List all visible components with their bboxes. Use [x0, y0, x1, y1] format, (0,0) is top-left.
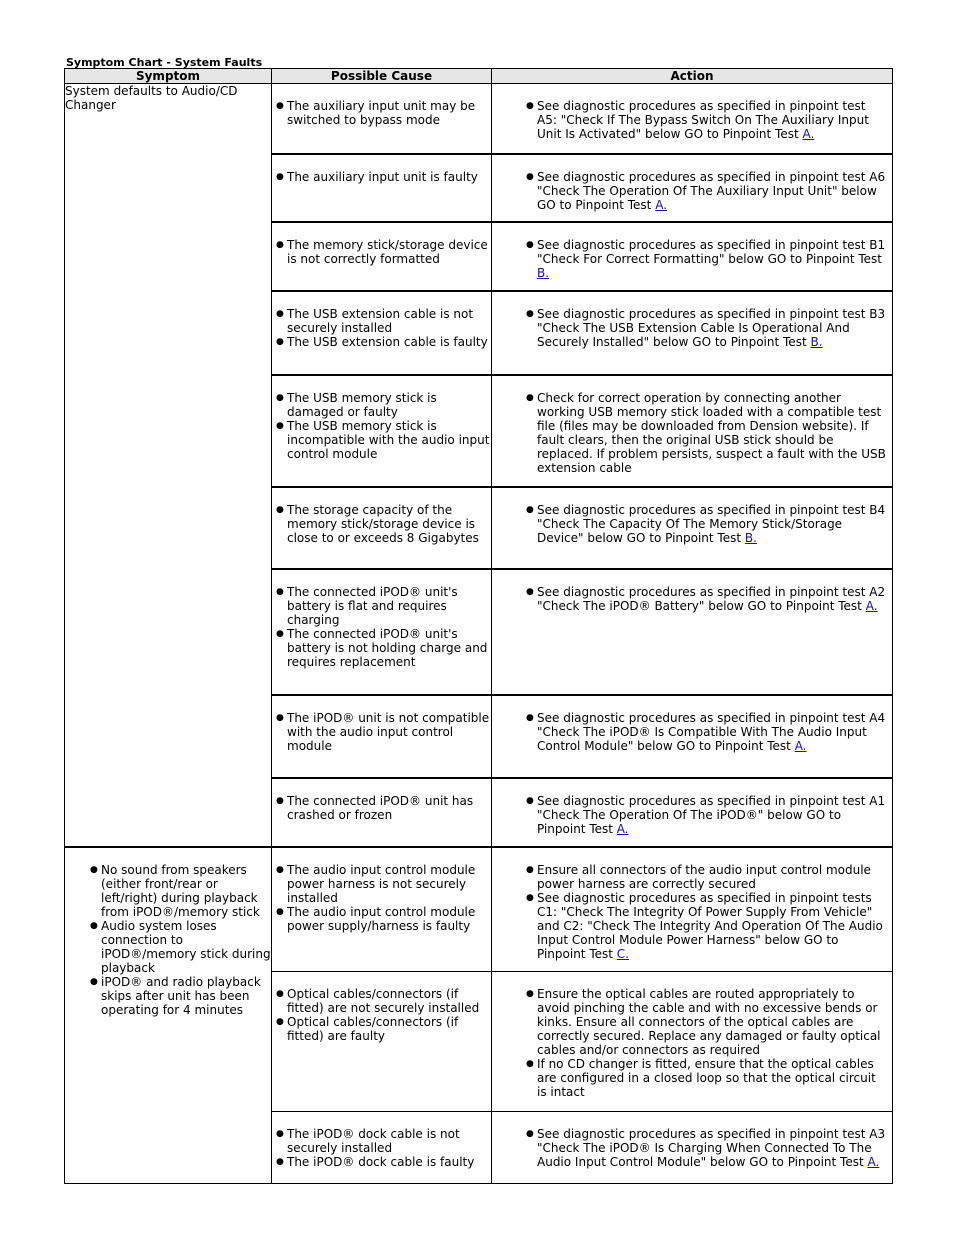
- header-action: Action: [491, 68, 893, 84]
- table-row: The connected iPOD® unit has crashed or …: [65, 777, 893, 848]
- action-item: See diagnostic procedures as specified i…: [523, 711, 888, 753]
- action-cell: See diagnostic procedures as specified i…: [491, 568, 893, 696]
- action-item: Ensure the optical cables are routed app…: [523, 987, 888, 1057]
- table-row: Optical cables/connectors (if fitted) ar…: [65, 971, 893, 1112]
- cause-item: The connected iPOD® unit has crashed or …: [273, 794, 491, 822]
- cause-item: The auxiliary input unit is faulty: [273, 170, 491, 184]
- table-row: The iPOD® unit is not compatible with th…: [65, 694, 893, 779]
- pinpoint-test-link[interactable]: A.: [802, 127, 815, 141]
- action-item: See diagnostic procedures as specified i…: [523, 891, 888, 961]
- cause-cell: The storage capacity of the memory stick…: [271, 486, 492, 570]
- action-cell: See diagnostic procedures as specified i…: [491, 221, 893, 292]
- action-item: See diagnostic procedures as specified i…: [523, 238, 888, 280]
- cause-item: The iPOD® dock cable is faulty: [273, 1155, 491, 1169]
- cause-cell: The iPOD® unit is not compatible with th…: [271, 694, 492, 779]
- header-possible-cause: Possible Cause: [271, 68, 492, 84]
- action-cell: See diagnostic procedures as specified i…: [491, 486, 893, 570]
- cause-cell: The connected iPOD® unit has crashed or …: [271, 777, 492, 848]
- cause-item: The iPOD® unit is not compatible with th…: [273, 711, 491, 753]
- action-cell: See diagnostic procedures as specified i…: [491, 1111, 893, 1184]
- action-item: See diagnostic procedures as specified i…: [523, 585, 888, 613]
- table-row: The storage capacity of the memory stick…: [65, 486, 893, 570]
- pinpoint-test-link[interactable]: A.: [655, 197, 668, 212]
- table-row: No sound from speakers (either front/rea…: [64, 846, 893, 1184]
- table-row: The iPOD® dock cable is not securely ins…: [65, 1111, 893, 1184]
- action-item: See diagnostic procedures as specified i…: [523, 170, 888, 212]
- action-cell: Ensure the optical cables are routed app…: [491, 971, 893, 1112]
- cause-cell: The memory stick/storage device is not c…: [271, 221, 492, 292]
- table-row: The connected iPOD® unit's battery is fl…: [65, 568, 893, 696]
- pinpoint-test-link[interactable]: B.: [810, 334, 823, 349]
- action-cell: See diagnostic procedures as specified i…: [491, 153, 893, 223]
- cause-item: The connected iPOD® unit's battery is fl…: [273, 585, 491, 627]
- pinpoint-test-link[interactable]: A.: [865, 598, 878, 613]
- cause-item: The auxiliary input unit may be switched…: [273, 99, 491, 127]
- action-cell: Ensure all connectors of the audio input…: [491, 846, 893, 972]
- pinpoint-test-link[interactable]: C.: [616, 946, 629, 961]
- cause-cell: The connected iPOD® unit's battery is fl…: [271, 568, 492, 696]
- cause-item: The audio input control module power sup…: [273, 905, 491, 933]
- cause-item: Optical cables/connectors (if fitted) ar…: [273, 987, 491, 1015]
- table-row: System defaults to Audio/CD Changer The …: [64, 83, 893, 848]
- header-symptom: Symptom: [64, 68, 272, 84]
- action-cell: See diagnostic procedures as specified i…: [491, 777, 893, 848]
- cause-item: The storage capacity of the memory stick…: [273, 503, 491, 545]
- cause-item: The USB memory stick is damaged or fault…: [273, 391, 491, 419]
- pinpoint-test-link[interactable]: A.: [616, 821, 629, 836]
- symptom-chart-table: Symptom Possible Cause Action System def…: [64, 68, 893, 1184]
- table-header-row: Symptom Possible Cause Action: [64, 68, 893, 84]
- pinpoint-test-link[interactable]: B.: [537, 265, 550, 280]
- action-item: See diagnostic procedures as specified i…: [523, 99, 888, 141]
- symptom-cell: System defaults to Audio/CD Changer: [64, 83, 272, 848]
- action-item: If no CD changer is fitted, ensure that …: [523, 1057, 888, 1099]
- action-item: Check for correct operation by connectin…: [523, 391, 888, 475]
- cause-item: The memory stick/storage device is not c…: [273, 238, 491, 266]
- action-cell: Check for correct operation by connectin…: [491, 374, 893, 488]
- table-row: The auxiliary input unit is faulty See d…: [65, 153, 893, 223]
- cause-cell: The USB memory stick is damaged or fault…: [271, 374, 492, 488]
- pinpoint-test-link[interactable]: A.: [867, 1155, 880, 1169]
- symptom-item: No sound from speakers (either front/rea…: [87, 863, 271, 919]
- action-item: See diagnostic procedures as specified i…: [523, 503, 888, 545]
- cause-cell: The audio input control module power har…: [271, 846, 492, 972]
- cause-item: Optical cables/connectors (if fitted) ar…: [273, 1015, 491, 1043]
- table-row: The memory stick/storage device is not c…: [65, 221, 893, 292]
- action-cell: See diagnostic procedures as specified i…: [491, 290, 893, 376]
- action-item: See diagnostic procedures as specified i…: [523, 1127, 888, 1169]
- pinpoint-test-link[interactable]: B.: [744, 530, 757, 545]
- cause-item: The audio input control module power har…: [273, 863, 491, 905]
- cause-item: The connected iPOD® unit's battery is no…: [273, 627, 491, 669]
- cause-cell: Optical cables/connectors (if fitted) ar…: [271, 971, 492, 1112]
- cause-cell: The USB extension cable is not securely …: [271, 290, 492, 376]
- pinpoint-test-link[interactable]: A.: [794, 738, 807, 753]
- cause-cell: The auxiliary input unit may be switched…: [271, 83, 492, 155]
- page-title: Symptom Chart - System Faults: [66, 56, 263, 69]
- cause-item: The USB memory stick is incompatible wit…: [273, 419, 491, 461]
- action-item: Ensure all connectors of the audio input…: [523, 863, 888, 891]
- cause-cell: The auxiliary input unit is faulty: [271, 153, 492, 223]
- cause-item: The USB extension cable is not securely …: [273, 307, 491, 335]
- action-item: See diagnostic procedures as specified i…: [523, 794, 888, 836]
- symptom-item: Audio system loses connection to iPOD®/m…: [87, 919, 271, 975]
- table-row: The USB memory stick is damaged or fault…: [65, 374, 893, 488]
- action-cell: See diagnostic procedures as specified i…: [491, 83, 893, 155]
- symptom-item: iPOD® and radio playback skips after uni…: [87, 975, 271, 1017]
- cause-cell: The iPOD® dock cable is not securely ins…: [271, 1111, 492, 1184]
- symptom-cell: No sound from speakers (either front/rea…: [64, 846, 272, 1184]
- cause-item: The iPOD® dock cable is not securely ins…: [273, 1127, 491, 1155]
- symptom-text: System defaults to Audio/CD Changer: [65, 84, 238, 112]
- action-cell: See diagnostic procedures as specified i…: [491, 694, 893, 779]
- table-row: The USB extension cable is not securely …: [65, 290, 893, 376]
- cause-item: The USB extension cable is faulty: [273, 335, 491, 349]
- action-item: See diagnostic procedures as specified i…: [523, 307, 888, 349]
